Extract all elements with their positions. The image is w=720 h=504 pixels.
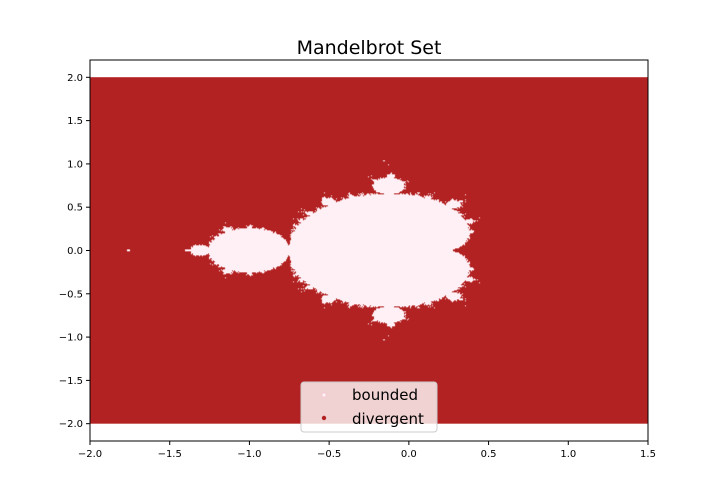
x-tick-label: −0.5 [317, 449, 341, 460]
y-tick-label: 0.0 [67, 246, 83, 257]
x-tick-label: −1.0 [237, 449, 261, 460]
x-tick-label: 0.0 [401, 449, 417, 460]
y-tick-label: −1.0 [59, 333, 83, 344]
y-tick-label: −2.0 [59, 419, 83, 430]
chart-title: Mandelbrot Set [297, 37, 442, 59]
legend-label-divergent: divergent [352, 410, 424, 428]
y-tick-label: −1.5 [59, 376, 83, 387]
y-axis: −2.0 −1.5 −1.0 −0.5 0.0 0.5 1.0 1.5 2.0 [59, 73, 90, 430]
x-tick-label: 1.0 [560, 449, 576, 460]
y-tick-label: 0.5 [67, 203, 83, 214]
legend-box [300, 381, 438, 433]
y-tick-label: 2.0 [67, 73, 83, 84]
legend: bounded divergent [300, 381, 438, 433]
plot-area [90, 77, 648, 424]
y-tick-label: −0.5 [59, 289, 83, 300]
y-tick-label: 1.0 [67, 159, 83, 170]
x-tick-label: 1.5 [640, 449, 656, 460]
x-axis: −2.0 −1.5 −1.0 −0.5 0.0 0.5 1.0 1.5 [78, 441, 656, 460]
legend-label-bounded: bounded [352, 386, 418, 404]
x-tick-label: −1.5 [158, 449, 182, 460]
x-tick-label: −2.0 [78, 449, 102, 460]
y-tick-label: 1.5 [67, 116, 83, 127]
legend-marker-bounded [321, 392, 327, 398]
x-tick-label: 0.5 [481, 449, 497, 460]
legend-marker-divergent [321, 415, 327, 421]
bounded-region [90, 77, 648, 424]
